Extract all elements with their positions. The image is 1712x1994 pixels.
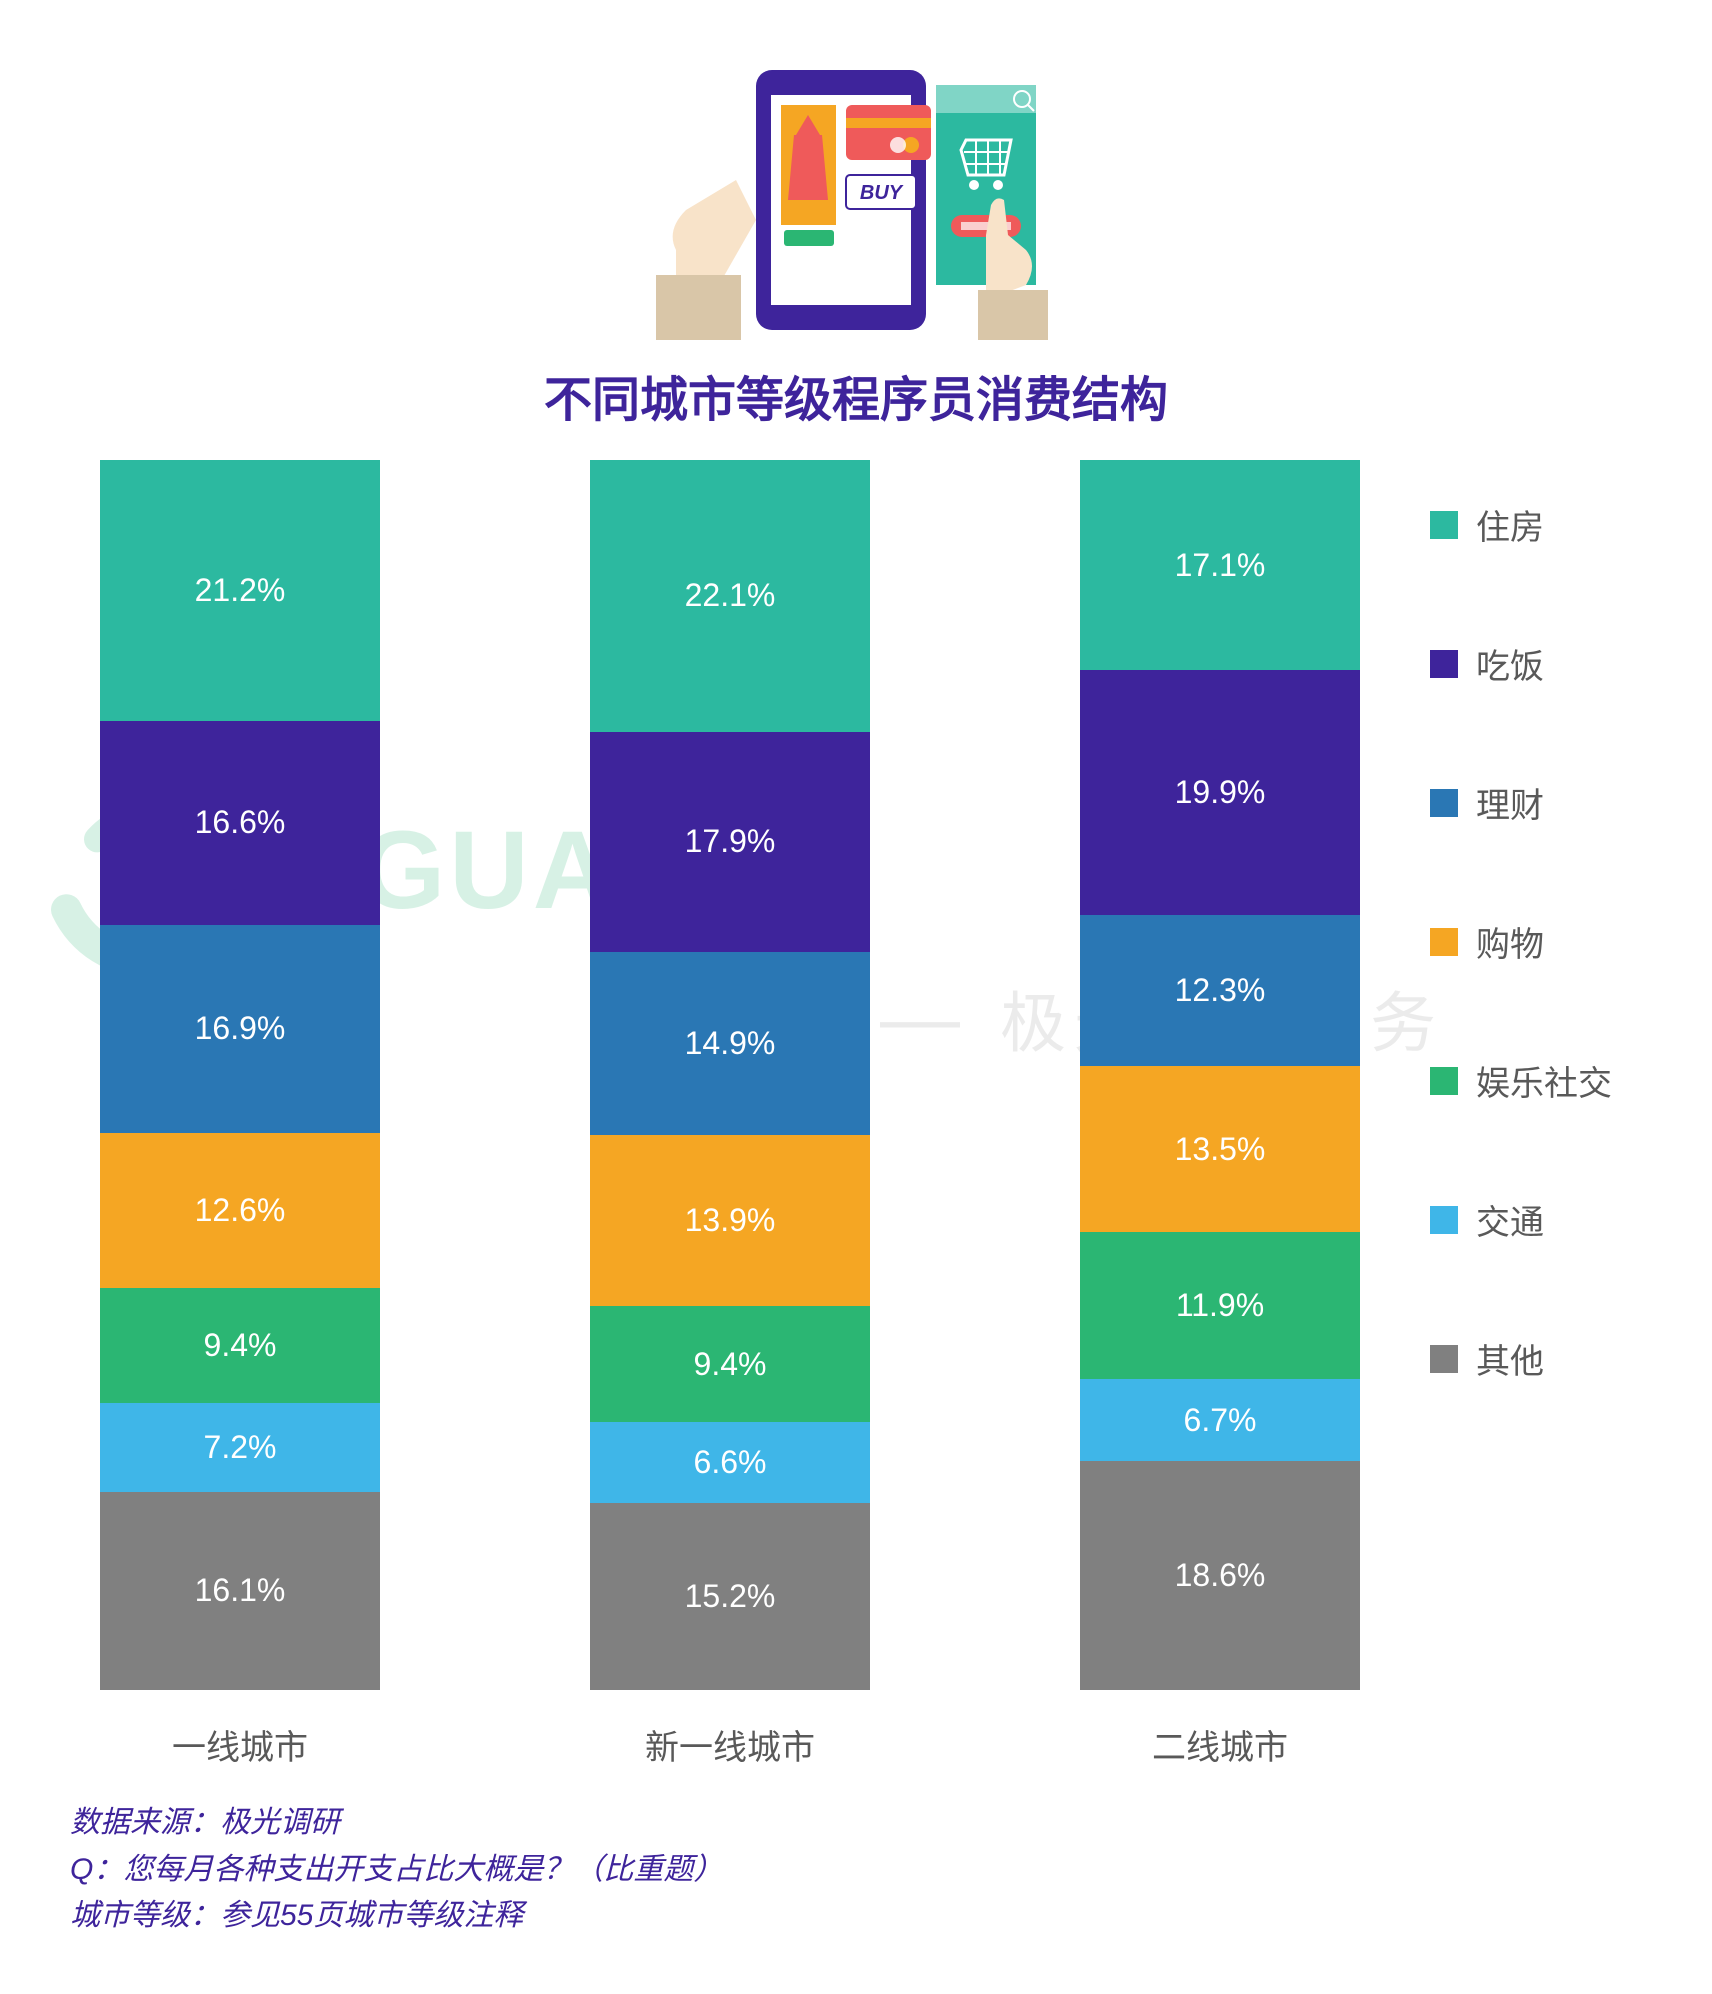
legend-item-housing: 住房 bbox=[1430, 500, 1680, 549]
footnote-line: Q：您每月各种支出开支占比大概是？（比重题） bbox=[70, 1847, 723, 1894]
segment-value: 13.5% bbox=[1175, 1131, 1266, 1168]
bar-segment-shopping: 13.5% bbox=[1080, 1066, 1360, 1232]
legend-label: 理财 bbox=[1476, 778, 1544, 827]
bar-segment-housing: 22.1% bbox=[590, 460, 870, 732]
footnote-line: 数据来源：极光调研 bbox=[70, 1800, 723, 1847]
x-axis-label: 二线城市 bbox=[1080, 1720, 1360, 1770]
segment-value: 6.6% bbox=[694, 1444, 767, 1481]
bar-segment-entertainment: 9.4% bbox=[100, 1288, 380, 1404]
bar-segment-transport: 6.7% bbox=[1080, 1379, 1360, 1461]
legend-swatch bbox=[1430, 789, 1458, 817]
footnote-line: 城市等级：参见55页城市等级注释 bbox=[70, 1893, 723, 1940]
segment-value: 16.1% bbox=[195, 1572, 286, 1609]
segment-value: 18.6% bbox=[1175, 1557, 1266, 1594]
legend-item-transport: 交通 bbox=[1430, 1195, 1680, 1244]
bar-segment-finance: 16.9% bbox=[100, 925, 380, 1133]
bar-segment-entertainment: 9.4% bbox=[590, 1306, 870, 1422]
legend-item-entertainment: 娱乐社交 bbox=[1430, 1056, 1680, 1105]
legend-swatch bbox=[1430, 928, 1458, 956]
legend-label: 购物 bbox=[1476, 917, 1544, 966]
segment-value: 22.1% bbox=[685, 577, 776, 614]
bar-segment-other: 18.6% bbox=[1080, 1461, 1360, 1690]
stacked-bar-chart: 21.2% 16.6% 16.9% 12.6% 9.4% 7.2% 16.1% 22.1% 17… bbox=[100, 460, 1360, 1690]
bar-segment-food: 16.6% bbox=[100, 721, 380, 925]
bar-column: 17.1% 19.9% 12.3% 13.5% 11.9% 6.7% 18.6% bbox=[1080, 460, 1360, 1690]
segment-value: 11.9% bbox=[1176, 1287, 1264, 1324]
legend-swatch bbox=[1430, 1206, 1458, 1234]
legend-item-shopping: 购物 bbox=[1430, 917, 1680, 966]
segment-value: 12.3% bbox=[1175, 972, 1266, 1009]
bar-segment-finance: 14.9% bbox=[590, 952, 870, 1135]
legend-item-food: 吃饭 bbox=[1430, 639, 1680, 688]
segment-value: 14.9% bbox=[685, 1025, 776, 1062]
segment-value: 17.1% bbox=[1175, 547, 1266, 584]
bar-segment-shopping: 12.6% bbox=[100, 1133, 380, 1288]
bar-segment-housing: 21.2% bbox=[100, 460, 380, 721]
hero-illustration: BUY bbox=[646, 40, 1066, 345]
legend-label: 交通 bbox=[1476, 1195, 1544, 1244]
x-axis-label: 一线城市 bbox=[100, 1720, 380, 1770]
legend-swatch bbox=[1430, 1067, 1458, 1095]
legend: 住房吃饭理财购物娱乐社交交通其他 bbox=[1430, 500, 1680, 1383]
bar-column: 21.2% 16.6% 16.9% 12.6% 9.4% 7.2% 16.1% bbox=[100, 460, 380, 1690]
bar-segment-housing: 17.1% bbox=[1080, 460, 1360, 670]
bar-segment-finance: 12.3% bbox=[1080, 915, 1360, 1066]
chart-title: 不同城市等级程序员消费结构 bbox=[544, 360, 1168, 430]
legend-item-other: 其他 bbox=[1430, 1334, 1680, 1383]
bar-segment-shopping: 13.9% bbox=[590, 1135, 870, 1306]
segment-value: 21.2% bbox=[195, 572, 286, 609]
legend-label: 住房 bbox=[1476, 500, 1544, 549]
segment-value: 9.4% bbox=[694, 1346, 767, 1383]
legend-label: 娱乐社交 bbox=[1476, 1056, 1612, 1105]
segment-value: 19.9% bbox=[1175, 774, 1266, 811]
x-axis-label: 新一线城市 bbox=[590, 1720, 870, 1770]
legend-swatch bbox=[1430, 650, 1458, 678]
segment-value: 9.4% bbox=[204, 1327, 277, 1364]
legend-swatch bbox=[1430, 1345, 1458, 1373]
bar-segment-entertainment: 11.9% bbox=[1080, 1232, 1360, 1378]
legend-item-finance: 理财 bbox=[1430, 778, 1680, 827]
bar-segment-transport: 6.6% bbox=[590, 1422, 870, 1503]
segment-value: 13.9% bbox=[685, 1202, 776, 1239]
segment-value: 16.6% bbox=[195, 804, 286, 841]
segment-value: 7.2% bbox=[204, 1429, 277, 1466]
bar-segment-food: 17.9% bbox=[590, 732, 870, 952]
bar-segment-other: 16.1% bbox=[100, 1492, 380, 1690]
bar-segment-food: 19.9% bbox=[1080, 670, 1360, 915]
segment-value: 6.7% bbox=[1184, 1402, 1257, 1439]
bar-segment-other: 15.2% bbox=[590, 1503, 870, 1690]
x-axis-labels: 一线城市 新一线城市 二线城市 bbox=[100, 1720, 1360, 1770]
legend-swatch bbox=[1430, 511, 1458, 539]
segment-value: 12.6% bbox=[195, 1192, 286, 1229]
segment-value: 16.9% bbox=[195, 1010, 286, 1047]
bar-column: 22.1% 17.9% 14.9% 13.9% 9.4% 6.6% 15.2% bbox=[590, 460, 870, 1690]
segment-value: 15.2% bbox=[685, 1578, 776, 1615]
legend-label: 其他 bbox=[1476, 1334, 1544, 1383]
legend-label: 吃饭 bbox=[1476, 639, 1544, 688]
segment-value: 17.9% bbox=[685, 823, 776, 860]
bar-segment-transport: 7.2% bbox=[100, 1403, 380, 1492]
footnotes: 数据来源：极光调研Q：您每月各种支出开支占比大概是？（比重题）城市等级：参见55… bbox=[70, 1800, 723, 1940]
svg-text:BUY: BUY bbox=[860, 182, 904, 204]
